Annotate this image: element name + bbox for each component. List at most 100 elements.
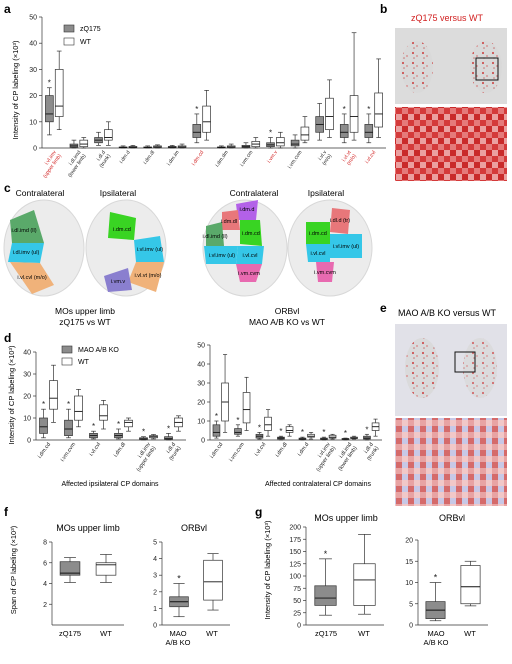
panel-e-roi-box [454, 351, 476, 373]
dr-ytick-label-1: 10 [197, 419, 205, 426]
a-xtick-label-0: i.vl.imv(upper limb) [37, 149, 63, 179]
fr-ytick-label-1: 1 [153, 606, 157, 613]
fr-1-box [203, 559, 223, 601]
dr-xtick-label-2: i.vl.cvl [254, 442, 268, 458]
panel-d-right-axes: 0 10 20 30 40 50 i.dm.cd i.vm.cvm i.vl.cvl i.dm.d… [197, 343, 382, 473]
panel-d: Intensity of CP labeling (×10³) 0 10 20 30 4… [7, 343, 382, 488]
dl-xtick-label-3: i.dm.dl [113, 442, 127, 459]
label-ipsi-idl-d: i.dl.d (tr) [330, 218, 350, 224]
dr-mut-0-box [212, 424, 221, 437]
a-wt-13-box [374, 92, 383, 128]
dl-xtick-line-1-0: i.vm.cvm [60, 441, 78, 463]
panel-f-right-chart: 0 1 2 3 4 5 * [153, 540, 230, 630]
label-ipsi-ivm-cvm: i.vm.cvm [314, 270, 336, 276]
gl-ytick-label-1: 25 [293, 610, 301, 617]
label-contra-ivl-cvl: i.vl.cvl [243, 253, 258, 259]
label-contra-idm-d: i.dm.d [240, 207, 255, 213]
dl-ytick-label-1: 10 [23, 416, 31, 423]
panel-e-left-striatum [405, 338, 439, 398]
gr-ytick-label-1: 5 [409, 601, 413, 608]
panel-e-zoom-image [395, 418, 507, 506]
a-wt-10-box [300, 126, 310, 141]
region-ivl-cvl-mo [10, 262, 54, 294]
fr-sig-star-0: * [177, 574, 181, 584]
dr-ytick-label-2: 20 [197, 400, 205, 407]
panel-c-left-contralateral: Contralateral [16, 188, 65, 198]
panel-f-left-x-zq175: zQ175 [59, 629, 81, 638]
a-sig-star-13: * [367, 105, 370, 114]
dr-xtick-line-3-0: i.dm.dl [275, 442, 289, 459]
label-ipsi-idm-cd: i.dm.cd [309, 231, 327, 237]
panel-g-right-x-abko: A/B KO [423, 638, 448, 647]
region-idl-imv-ul [8, 243, 44, 263]
panel-e-title: MAO A/B KO versus WT [398, 308, 497, 318]
dl-wt-0-box [49, 380, 58, 410]
dr-sig-star-6: * [344, 429, 347, 438]
panel-d-right-boxes: * * * * * * * * [212, 354, 380, 441]
panel-c-caption-right-2: MAO A/B KO vs WT [249, 317, 325, 327]
dr-sig-star-3: * [279, 427, 282, 436]
label-region-ivl-vt-mo: i.vl.vt (m/o) [135, 273, 162, 279]
region-idm-cd [108, 212, 136, 240]
panel-f: Span of CP labeling (×10³) MOs upper lim… [9, 523, 230, 647]
dr-xtick-label-1: i.vm.cvm [229, 441, 247, 463]
region-ivl-vt-mo [128, 262, 164, 292]
legend-label-mao-ko: MAO A/B KO [78, 347, 119, 354]
legend-label-wt-d: WT [78, 359, 90, 366]
a-xtick-line-6-0: i.dm.cd [191, 150, 206, 167]
gl-ytick-label-4: 100 [289, 574, 301, 581]
dl-xtick-label-5: i.dl.d(trunk) [163, 442, 182, 462]
region-ipsi-idl-d [330, 208, 350, 234]
dl-xtick-line-0-0: i.dm.cd [37, 442, 52, 460]
panel-g-right-chart: 0 5 10 15 20 * [405, 538, 488, 630]
a-sig-star-9: * [269, 129, 272, 138]
dr-ytick-label-4: 40 [197, 362, 205, 369]
a-xtick-line-2-0: i.dl.d [96, 150, 107, 163]
panel-c-right-contralateral: Contralateral [230, 188, 279, 198]
dr-wt-2-box [264, 416, 272, 431]
label-region-imd-ll: i.dl.imd (ll) [11, 228, 36, 234]
a-xtick-label-5: i.dm.im [166, 150, 181, 167]
a-mut-13-box [364, 124, 374, 138]
panel-c-caption-left-2: zQ175 vs WT [59, 317, 110, 327]
dl-xtick-label-1: i.vm.cvm [60, 441, 78, 463]
panel-d-xlabel-left: Affected ipsilateral CP domains [61, 481, 159, 488]
fl-1-box [95, 562, 117, 576]
legend-swatch-zq175 [63, 24, 75, 33]
label-ipsi-ivl-imv: i.vl.imv (ul) [333, 244, 359, 250]
panel-d-xlabel-right: Affected contralateral CP domains [265, 481, 371, 488]
gr-ytick-label-2: 10 [405, 580, 413, 587]
dr-xtick-line-4-0: i.dm.d [297, 442, 311, 458]
panel-g-left-x-wt: WT [358, 629, 370, 638]
dl-xtick-label-2: i.vl.cvl [89, 442, 103, 458]
panel-c-caption-left-1: MOs upper limb [55, 306, 115, 316]
a-ytick-label-2: 20 [29, 93, 37, 100]
region-contra-idl-imd [206, 222, 224, 246]
legend-swatch-wt [63, 37, 75, 46]
dl-sig-star-3: * [117, 420, 120, 429]
panel-f-ylabel: Span of CP labeling (×10³) [9, 525, 18, 614]
fr-ytick-label-0: 0 [153, 623, 157, 630]
dr-xtick-label-7: i.dl.d(trunk) [361, 442, 380, 462]
label-contra-idl-imd: i.dl.imd (ll) [202, 234, 227, 240]
panel-d-ylabel: Intensity of CP labeling (×10³) [7, 345, 16, 444]
dr-sig-star-1: * [236, 416, 239, 425]
panel-b-zoom-image [395, 107, 507, 181]
a-xtick-label-7: i.dm.dm [214, 150, 229, 169]
a-ytick-label-0: 0 [33, 146, 37, 153]
region-ivm-v [104, 268, 132, 292]
dr-xtick-label-4: i.dm.d [297, 442, 311, 458]
a-xtick-label-4: i.dm.dl [143, 150, 157, 166]
gl-ytick-label-8: 200 [289, 525, 301, 532]
a-ytick-label-1: 10 [29, 119, 37, 126]
dl-mut-1-box [64, 419, 73, 436]
gr-ytick-label-3: 15 [405, 559, 413, 566]
panel-label-e: e [380, 301, 387, 315]
a-xtick-line-13-0: i.vl.cvl [364, 150, 377, 165]
dr-xtick-label-6: i.dl.imd(lower limb) [332, 442, 359, 473]
gl-ytick-label-0: 0 [297, 623, 301, 630]
a-mut-6-box [192, 124, 202, 138]
dl-mut-0-box [39, 417, 48, 434]
panel-b-roi-box [475, 57, 499, 81]
region-contra-ivl-cvl [236, 246, 264, 264]
